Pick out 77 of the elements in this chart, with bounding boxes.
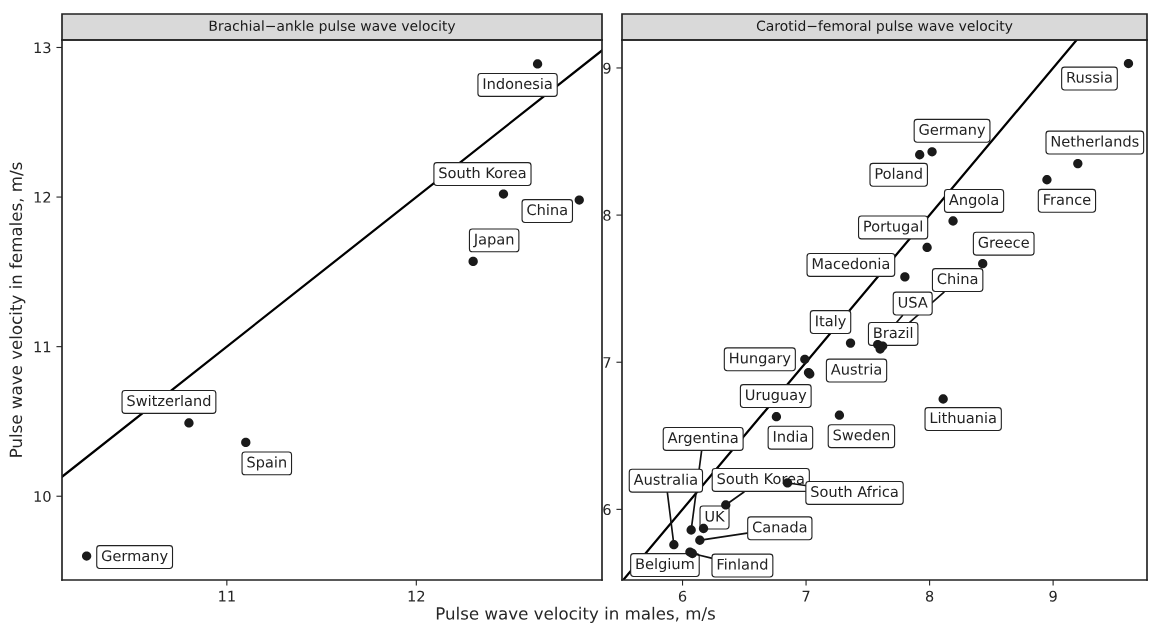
annotation: France	[1044, 194, 1091, 206]
annotation: Indonesia	[483, 77, 552, 90]
point	[938, 394, 948, 404]
annotation: Canada	[752, 521, 807, 533]
y-axis-title: Pulse wave velocity in females, m/s	[9, 162, 26, 457]
annotation: Brazil	[874, 326, 913, 339]
point	[574, 195, 584, 205]
point	[695, 535, 705, 545]
annotation: Russia	[1067, 71, 1112, 83]
x-tick-label: 8	[925, 590, 934, 602]
annotation: India	[773, 430, 807, 442]
y-tick-label: 13	[34, 42, 51, 54]
annotation: Japan	[473, 233, 514, 248]
y-tick-label: 8	[603, 209, 611, 221]
annotation: Finland	[717, 558, 768, 570]
annotation: South Korea	[439, 167, 526, 179]
annotation: Australia	[633, 473, 697, 485]
x-tick-label: 12	[408, 590, 425, 602]
y-tick-label: 10	[34, 490, 51, 502]
annotation: USA	[898, 296, 928, 308]
point	[915, 150, 925, 160]
annotation: Switzerland	[127, 394, 211, 407]
annotation: Portugal	[864, 220, 922, 235]
annotation: Netherlands	[1051, 135, 1139, 147]
point	[81, 551, 92, 561]
annotation: Belgium	[636, 557, 694, 573]
annotation: Sweden	[833, 429, 889, 441]
annotation: China	[937, 272, 978, 285]
annotation: Germany	[919, 124, 986, 138]
annotation: Argentina	[667, 431, 738, 447]
point	[698, 523, 709, 534]
annotation: South Africa	[811, 485, 898, 498]
annotation: Macedonia	[812, 257, 890, 270]
annotation: Austria	[830, 363, 881, 375]
x-tick-label: 9	[1049, 590, 1057, 602]
point	[532, 59, 543, 69]
y-tick-label: 11	[34, 341, 51, 353]
x-tick-label: 6	[678, 590, 687, 602]
point	[834, 410, 845, 420]
chart-title: Carotid−femoral pulse wave velocity	[756, 20, 1013, 34]
y-tick-label: 6	[603, 504, 611, 516]
annotation: UK	[705, 510, 725, 522]
point	[1123, 58, 1134, 69]
annotation: Spain	[247, 456, 286, 471]
annotation: Poland	[875, 167, 922, 179]
point	[184, 418, 194, 428]
point	[498, 189, 509, 199]
x-tick-label: 7	[802, 590, 810, 602]
point	[900, 272, 910, 282]
x-tick-label: 11	[219, 590, 235, 602]
point	[771, 412, 782, 422]
annotation: Hungary	[730, 352, 791, 367]
chart-title: Brachial−ankle pulse wave velocity	[209, 20, 456, 34]
y-tick-label: 7	[603, 357, 611, 368]
point	[1073, 158, 1083, 169]
y-tick-label: 12	[34, 191, 51, 203]
point	[241, 437, 251, 448]
annotation: Italy	[816, 315, 846, 330]
point	[468, 256, 478, 267]
annotation: Angola	[948, 193, 998, 209]
point	[669, 540, 679, 550]
point	[948, 216, 958, 226]
point	[922, 242, 932, 253]
point	[800, 354, 810, 364]
point	[845, 338, 856, 348]
y-tick-label: 9	[603, 62, 611, 74]
annotation: Greece	[978, 236, 1029, 248]
annotation: Uruguay	[746, 389, 807, 404]
x-axis-title: Pulse wave velocity in males, m/s	[436, 606, 715, 623]
point	[721, 500, 731, 510]
point	[1042, 175, 1052, 185]
point	[927, 147, 937, 157]
point	[686, 525, 696, 535]
point	[978, 258, 988, 269]
annotation: China	[527, 204, 567, 216]
annotation: Germany	[101, 550, 168, 565]
annotation: Lithuania	[930, 411, 996, 424]
